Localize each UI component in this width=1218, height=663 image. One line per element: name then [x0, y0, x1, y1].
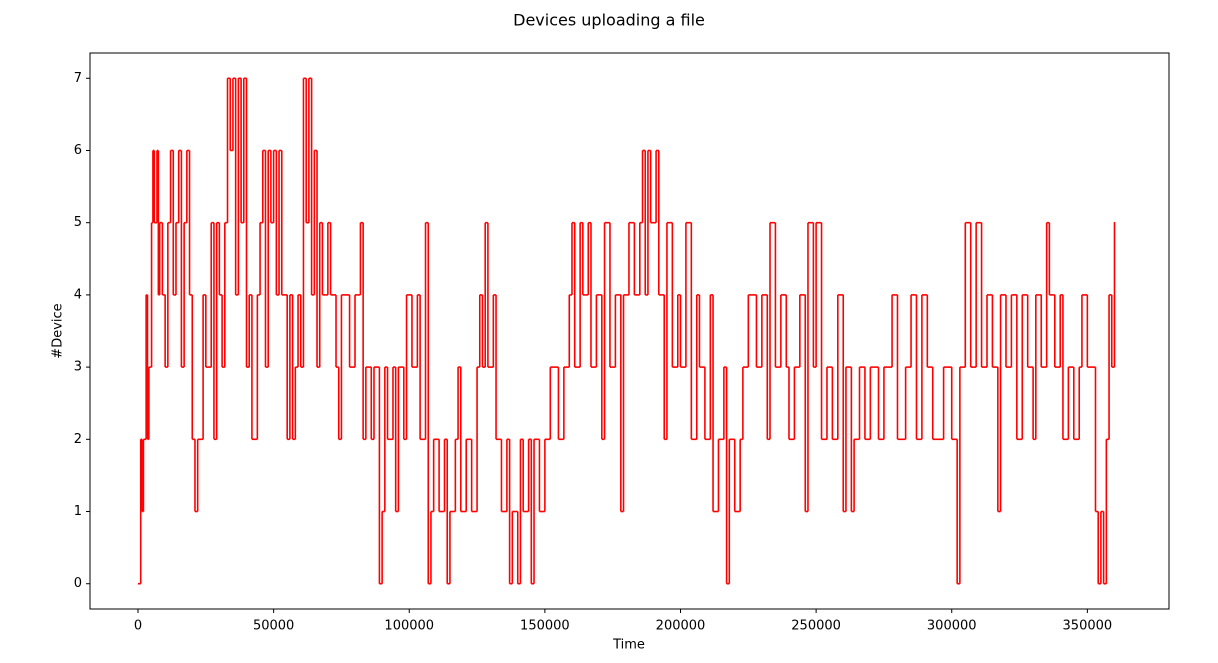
x-tick-label: 300000 [927, 619, 977, 634]
point [1113, 221, 1116, 224]
x-tick-label: 150000 [520, 619, 570, 634]
chart-title: Devices uploading a file [513, 11, 705, 30]
y-tick-label: 3 [74, 360, 82, 375]
y-axis-label: #Device [51, 303, 66, 358]
y-tick-label: 6 [74, 143, 82, 158]
x-axis-label: Time [612, 638, 645, 653]
y-tick-label: 2 [74, 432, 82, 447]
y-tick-label: 7 [74, 71, 82, 86]
x-tick-label: 200000 [656, 619, 706, 634]
y-tick-label: 4 [74, 287, 82, 302]
y-tick-label: 0 [74, 576, 82, 591]
x-tick-label: 0 [134, 619, 142, 634]
x-tick-label: 100000 [384, 619, 434, 634]
x-tick-label: 350000 [1063, 619, 1113, 634]
y-tick-label: 5 [74, 215, 82, 230]
plot-frame [89, 52, 1170, 610]
y-tick-label: 1 [74, 504, 82, 519]
x-tick-label: 50000 [253, 619, 294, 634]
x-tick-label: 250000 [791, 619, 841, 634]
